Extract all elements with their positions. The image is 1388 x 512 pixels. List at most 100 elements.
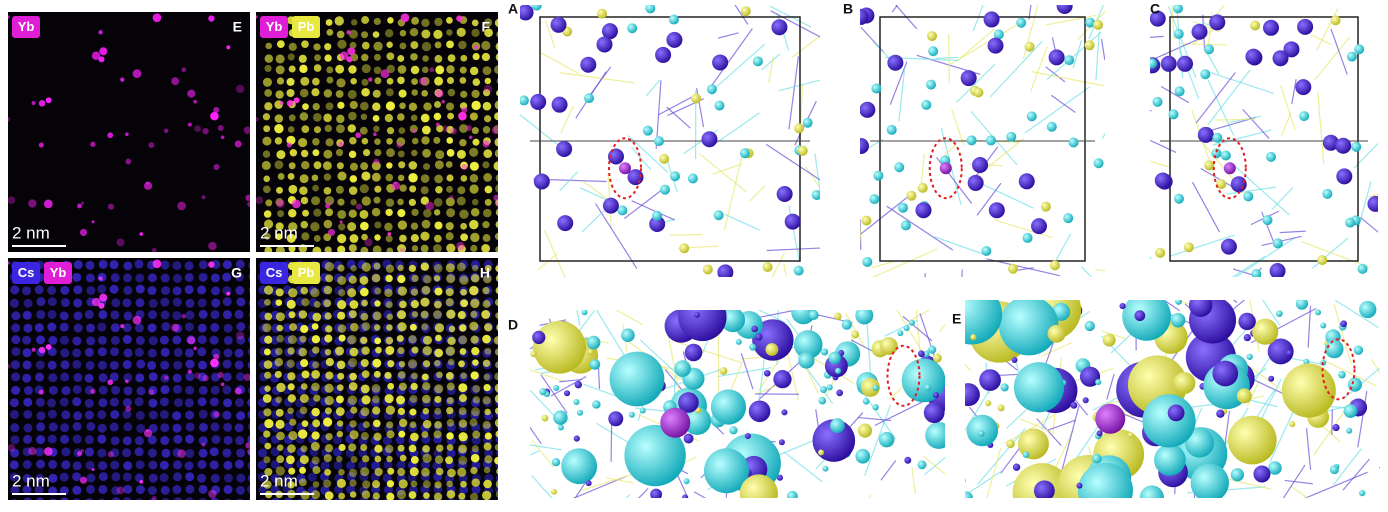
atom — [821, 348, 829, 356]
pb-dot — [276, 334, 285, 343]
pb-dot — [386, 313, 394, 321]
cs-dot — [382, 436, 392, 446]
cs-dot — [248, 422, 250, 431]
atom — [802, 117, 813, 128]
yb-dot — [107, 203, 114, 210]
cs-dot — [148, 410, 158, 420]
pb-dot — [471, 264, 479, 272]
cs-dot — [47, 409, 57, 419]
bond — [544, 229, 566, 277]
bond — [1353, 142, 1378, 169]
pb-dot — [374, 138, 381, 145]
pb-dot — [408, 161, 418, 170]
cs-dot — [36, 422, 46, 432]
yb-dot — [152, 259, 162, 269]
atom — [1359, 489, 1366, 497]
cs-dot — [236, 498, 244, 500]
yb-dot — [201, 195, 206, 200]
bond — [1305, 427, 1312, 470]
cs-dot — [496, 299, 498, 307]
pb-dot — [374, 467, 383, 477]
pb-dot — [458, 40, 467, 50]
atom — [587, 349, 594, 356]
pb-dot — [336, 78, 346, 88]
pb-dot — [471, 478, 480, 487]
pb-dot — [348, 111, 357, 121]
pb-dot — [494, 149, 498, 158]
yb-atom — [939, 162, 952, 175]
cs-dot — [457, 335, 467, 345]
pb-dot — [324, 261, 335, 272]
pb-dot — [349, 29, 358, 39]
pb-dot — [436, 371, 443, 379]
pb-dot — [397, 347, 405, 355]
bond — [761, 53, 781, 71]
yb-dot — [177, 201, 186, 211]
atom — [621, 328, 635, 343]
cs-dot — [73, 498, 81, 500]
cs-dot — [496, 311, 498, 318]
atom — [739, 474, 778, 498]
pb-dot — [386, 41, 393, 49]
atom — [1168, 109, 1179, 120]
pb-dot — [349, 162, 358, 171]
bond — [976, 182, 1002, 216]
bond — [1200, 167, 1237, 190]
pb-dot — [457, 186, 466, 195]
pb-dot — [324, 334, 333, 343]
atom — [797, 145, 808, 156]
pb-dot — [338, 492, 346, 500]
pb-dot — [433, 492, 443, 500]
yb-dot — [181, 313, 187, 319]
pb-dot — [385, 345, 395, 355]
pb-dot — [336, 162, 344, 170]
atom — [1332, 423, 1340, 432]
pb-dot — [323, 417, 333, 427]
pb-dot — [372, 89, 381, 98]
atom — [985, 400, 992, 407]
atom — [1268, 375, 1275, 382]
pb-dot — [386, 52, 395, 61]
pb-dot — [421, 285, 431, 295]
atom — [1324, 339, 1344, 359]
pb-dot — [494, 418, 498, 428]
atom — [1127, 432, 1134, 439]
atom — [794, 123, 805, 134]
scale-bar-label: 2 nm — [12, 223, 50, 242]
atom — [1017, 428, 1049, 460]
cs-dot — [161, 286, 171, 296]
cs-dot — [60, 285, 70, 295]
pb-dot — [445, 372, 454, 380]
bond — [669, 233, 703, 236]
pb-dot — [423, 492, 430, 499]
pb-dot — [445, 161, 453, 168]
cs-dot — [197, 285, 207, 295]
atom — [1343, 404, 1358, 418]
pb-dot — [286, 455, 295, 465]
bond — [1031, 71, 1105, 87]
atom — [917, 460, 927, 470]
pb-dot — [459, 77, 467, 84]
pb-dot — [373, 53, 381, 61]
eds-map — [8, 12, 250, 252]
yb-dot — [79, 228, 88, 236]
pb-dot — [349, 100, 358, 110]
bond — [667, 333, 680, 391]
pb-dot — [360, 407, 370, 417]
cs-dot — [23, 434, 33, 444]
cs-dot — [470, 410, 480, 420]
pb-dot — [348, 186, 358, 195]
element-badge — [260, 262, 288, 284]
pb-dot — [371, 207, 381, 217]
bond — [906, 310, 931, 324]
cs-dot — [134, 436, 144, 446]
bond — [1041, 341, 1073, 357]
element-badge — [12, 262, 40, 284]
pb-dot — [374, 287, 382, 295]
yb-dot — [243, 373, 250, 382]
atom — [793, 330, 823, 359]
bond — [880, 460, 897, 481]
atom — [903, 325, 910, 332]
atom — [1018, 173, 1035, 190]
pb-dot — [422, 382, 431, 391]
